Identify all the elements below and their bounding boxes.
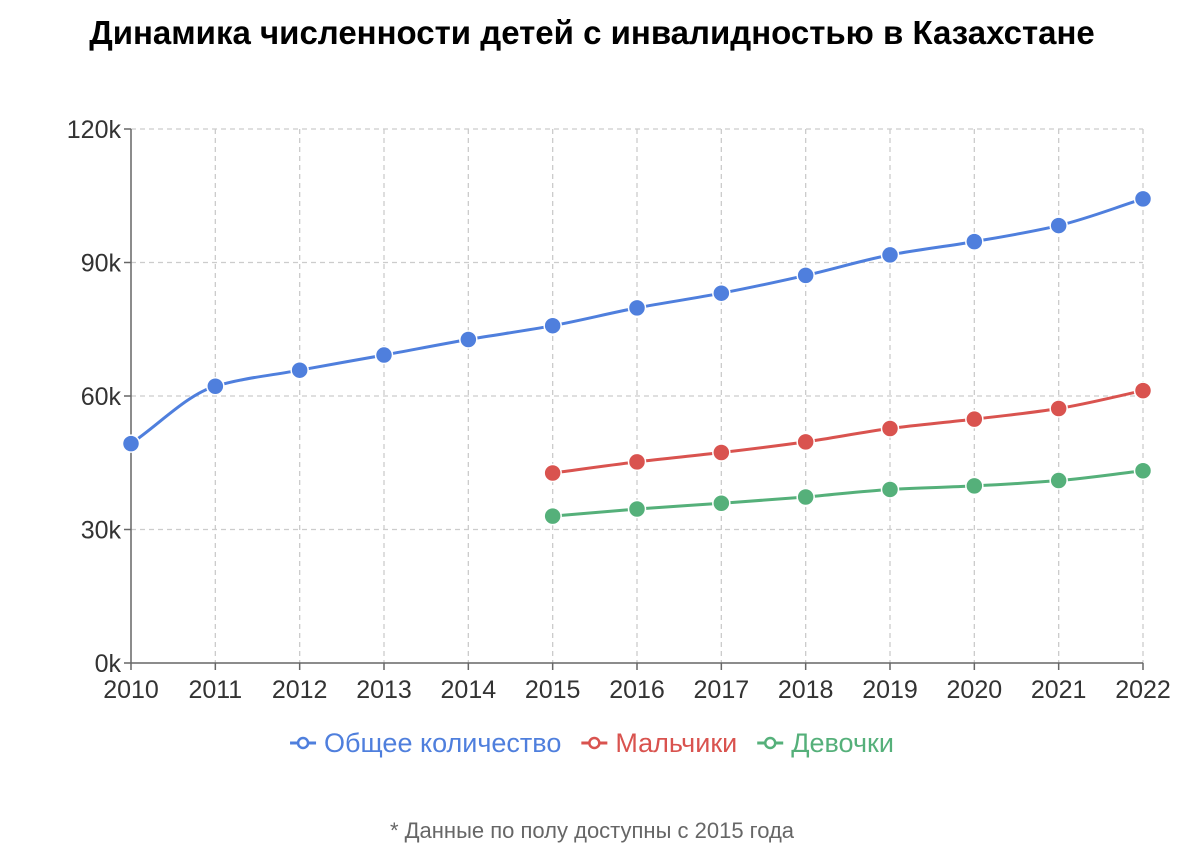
legend-symbol-marker (763, 736, 777, 750)
data-point (965, 476, 984, 496)
footnote: * Данные по полу доступны с 2015 года (389, 818, 795, 843)
legend-label: Мальчики (615, 728, 737, 758)
data-point (880, 245, 900, 265)
x-tick-label: 2011 (188, 676, 242, 704)
data-point (1049, 471, 1068, 490)
data-point (796, 266, 815, 285)
x-tick-label: 2019 (862, 676, 918, 704)
grid-lines (131, 128, 1144, 663)
data-point (880, 480, 900, 499)
y-tick-label: 90k (81, 250, 122, 278)
data-point (796, 432, 815, 452)
x-tick-label: 2020 (947, 676, 1003, 704)
legend-item-1: Общее количество (290, 728, 561, 758)
legend-label: Общее количество (324, 728, 561, 758)
data-point (627, 499, 647, 519)
legend-symbol-marker (296, 736, 310, 750)
data-point (712, 283, 731, 303)
data-point (880, 419, 900, 438)
data-point (627, 298, 647, 318)
legend-symbol-marker (588, 736, 601, 750)
data-point (121, 434, 141, 453)
x-tick-label: 2014 (441, 676, 497, 704)
data-point (1049, 399, 1068, 418)
legend: Общее количество Мальчики Девочки (290, 728, 894, 758)
data-point (1049, 216, 1068, 235)
x-tick-label: 2021 (1031, 676, 1087, 704)
x-tick-label: 2022 (1115, 676, 1171, 704)
data-point (290, 360, 309, 380)
data-point (1133, 381, 1153, 400)
y-tick-label: 120k (67, 116, 122, 144)
series-3 (543, 461, 1153, 526)
data-point (206, 376, 225, 396)
legend-item-3: Девочки (757, 728, 894, 758)
x-tick-label: 2010 (103, 676, 159, 704)
x-tick-label: 2015 (525, 676, 581, 704)
y-tick-label: 0k (95, 650, 122, 678)
line-chart: 0k 30k 60k 90k 120k 2010 2011 2012 2013 2014 2015 2… (67, 116, 1171, 758)
x-tick-label: 2013 (356, 676, 412, 704)
legend-label: Девочки (791, 728, 894, 758)
data-point (796, 487, 815, 507)
y-tick-label: 60k (81, 383, 122, 411)
series-2 (543, 381, 1153, 483)
data-point (1133, 461, 1153, 481)
data-point (459, 330, 478, 349)
y-tick-label: 30k (81, 517, 122, 545)
data-point (374, 345, 394, 365)
legend-item-2: Мальчики (581, 728, 737, 758)
data-point (1133, 189, 1153, 209)
data-point (543, 463, 562, 483)
x-tick-label: 2018 (778, 676, 834, 704)
chart-title: Динамика численности детей с инвалидност… (89, 14, 1095, 51)
data-point (712, 443, 731, 462)
series-lines (121, 189, 1153, 526)
data-point (712, 493, 731, 513)
series-1 (121, 189, 1153, 453)
x-tick-label: 2012 (272, 676, 328, 704)
axes: 0k 30k 60k 90k 120k 2010 2011 2012 2013 2014 2015 2… (67, 116, 1171, 704)
data-point (627, 452, 647, 472)
data-point (965, 232, 984, 251)
data-point (543, 506, 562, 526)
x-tick-label: 2017 (694, 676, 750, 704)
data-point (543, 316, 562, 335)
x-tick-label: 2016 (609, 676, 665, 704)
data-point (965, 409, 984, 429)
